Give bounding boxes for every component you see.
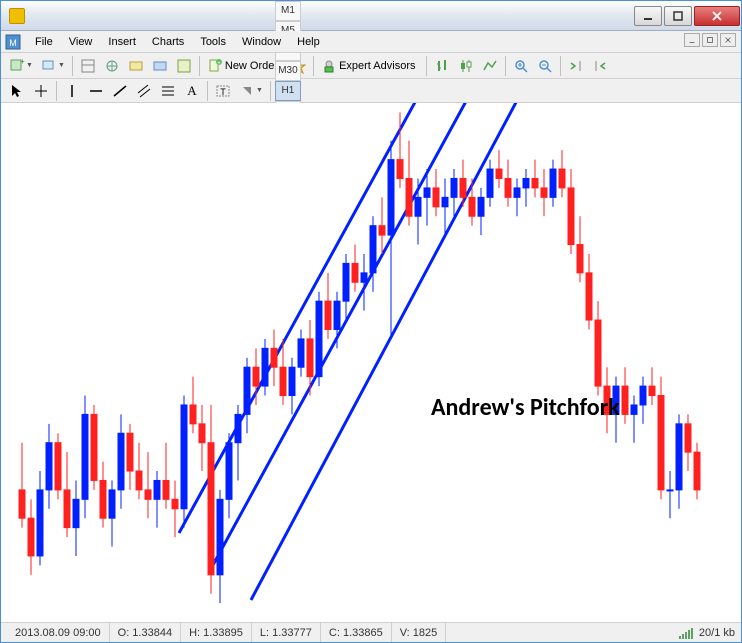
hline-button[interactable] [85,80,107,102]
mdi-restore-button[interactable] [702,33,718,47]
timeframe-m30[interactable]: M30 [275,61,301,81]
text-button[interactable]: A [181,80,203,102]
app-window: M FileViewInsertChartsToolsWindowHelp +▼… [0,0,742,643]
cursor-button[interactable] [6,80,28,102]
menu-window[interactable]: Window [234,34,289,50]
mdi-controls [683,33,737,47]
zoom-out-button[interactable] [534,55,556,77]
expert-advisors-button[interactable]: Expert Advisors [318,55,422,77]
vline-button[interactable] [61,80,83,102]
fibonacci-button[interactable] [157,80,179,102]
status-low: L: 1.33777 [252,623,321,642]
menu-view[interactable]: View [61,34,101,50]
statusbar: 2013.08.09 09:00 O: 1.33844 H: 1.33895 L… [1,622,741,642]
chart-shift-button[interactable] [589,55,611,77]
status-volume: V: 1825 [392,623,447,642]
mdi-minimize-button[interactable] [684,33,700,47]
svg-text:M: M [9,38,17,48]
close-button[interactable] [694,6,740,26]
app-icon [9,8,25,24]
auto-scroll-button[interactable] [565,55,587,77]
svg-text:+: + [217,61,221,67]
svg-text:+: + [20,58,25,66]
bar-chart-button[interactable] [431,55,453,77]
crosshair-button[interactable] [30,80,52,102]
tester-button[interactable] [149,55,171,77]
toolbar-main: +▼ ▼ +New Order Expert Advisors [1,53,741,79]
svg-text:T: T [220,87,226,97]
status-close: C: 1.33865 [321,623,392,642]
connection-bars-icon [679,627,693,639]
toolbar-draw: A T ▼ M1M5M15M30H1H4D1W1MN [1,79,741,103]
terminal-button[interactable] [125,55,147,77]
channel-button[interactable] [133,80,155,102]
new-order-button[interactable]: +New Order [204,55,285,77]
timeframe-h1[interactable]: H1 [275,81,301,101]
trendline-button[interactable] [109,80,131,102]
menubar: M FileViewInsertChartsToolsWindowHelp [1,31,741,53]
maximize-button[interactable] [664,6,692,26]
shapes-button[interactable]: ▼ [236,80,266,102]
menu-insert[interactable]: Insert [100,34,144,50]
zoom-in-button[interactable] [510,55,532,77]
candlestick-chart [1,103,741,622]
candle-chart-button[interactable] [455,55,477,77]
status-datetime: 2013.08.09 09:00 [7,623,110,642]
menu-file[interactable]: File [27,34,61,50]
chart-area[interactable]: Andrew's Pitchfork [1,103,741,622]
timeframe-m1[interactable]: M1 [275,1,301,21]
navigator-button[interactable] [101,55,123,77]
status-open: O: 1.33844 [110,623,181,642]
mdi-close-button[interactable] [720,33,736,47]
profiles-button[interactable]: ▼ [38,55,68,77]
new-chart-button[interactable]: +▼ [6,55,36,77]
mt-icon: M [5,34,21,50]
data-window-button[interactable] [173,55,195,77]
titlebar[interactable] [1,1,741,31]
market-watch-button[interactable] [77,55,99,77]
menu-help[interactable]: Help [289,34,328,50]
menu-tools[interactable]: Tools [192,34,234,50]
line-chart-button[interactable] [479,55,501,77]
status-high: H: 1.33895 [181,623,252,642]
minimize-button[interactable] [634,6,662,26]
expert-advisors-label: Expert Advisors [337,60,419,72]
status-net: 20/1 kb [699,627,735,639]
text-label-button[interactable]: T [212,80,234,102]
menu-charts[interactable]: Charts [144,34,192,50]
